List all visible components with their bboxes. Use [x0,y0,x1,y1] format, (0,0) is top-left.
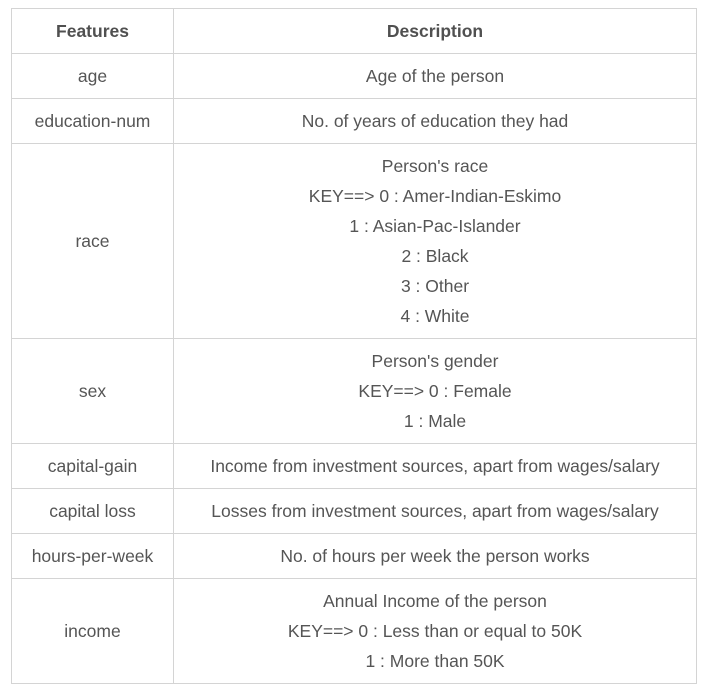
header-features: Features [11,8,174,54]
table-body: age Age of the person education-num No. … [11,53,697,684]
feature-cell: sex [11,338,174,444]
description-line: 2 : Black [401,246,469,266]
description-cell: Losses from investment sources, apart fr… [173,488,697,534]
description-line: 1 : More than 50K [365,651,505,671]
feature-cell: income [11,578,174,684]
table-row: capital-gain Income from investment sour… [11,443,697,489]
table-row: hours-per-week No. of hours per week the… [11,533,697,579]
description-cell: Person's race KEY==> 0 : Amer-Indian-Esk… [173,143,697,339]
description-line: Person's race [381,156,489,176]
feature-cell: race [11,143,174,339]
table-row: capital loss Losses from investment sour… [11,488,697,534]
description-cell: Age of the person [173,53,697,99]
description-line: 1 : Asian-Pac-Islander [349,216,521,236]
feature-cell: hours-per-week [11,533,174,579]
header-row: Features Description [11,8,697,54]
description-cell: Person's gender KEY==> 0 : Female 1 : Ma… [173,338,697,444]
description-line: 4 : White [400,306,470,326]
table-row: income Annual Income of the person KEY==… [11,578,697,684]
feature-cell: capital-gain [11,443,174,489]
description-line: KEY==> 0 : Less than or equal to 50K [287,621,583,641]
header-description: Description [173,8,697,54]
description-line: No. of hours per week the person works [280,546,590,566]
description-line: Income from investment sources, apart fr… [210,456,660,476]
table-header: Features Description [11,8,697,54]
feature-cell: education-num [11,98,174,144]
description-line: Losses from investment sources, apart fr… [211,501,659,521]
description-cell: Annual Income of the person KEY==> 0 : L… [173,578,697,684]
description-line: No. of years of education they had [301,111,569,131]
description-line: Person's gender [371,351,499,371]
feature-cell: capital loss [11,488,174,534]
description-line: KEY==> 0 : Amer-Indian-Eskimo [308,186,562,206]
description-line: Age of the person [365,66,505,86]
table-row: age Age of the person [11,53,697,99]
description-cell: Income from investment sources, apart fr… [173,443,697,489]
features-table-container: Features Description age Age of the pers… [11,8,697,684]
table-row: sex Person's gender KEY==> 0 : Female 1 … [11,338,697,444]
table-row: education-num No. of years of education … [11,98,697,144]
description-line: KEY==> 0 : Female [358,381,512,401]
description-line: Annual Income of the person [323,591,547,611]
feature-cell: age [11,53,174,99]
description-cell: No. of years of education they had [173,98,697,144]
description-cell: No. of hours per week the person works [173,533,697,579]
features-table: Features Description age Age of the pers… [11,8,697,684]
description-line: 3 : Other [400,276,470,296]
table-row: race Person's race KEY==> 0 : Amer-India… [11,143,697,339]
description-line: 1 : Male [403,411,467,431]
